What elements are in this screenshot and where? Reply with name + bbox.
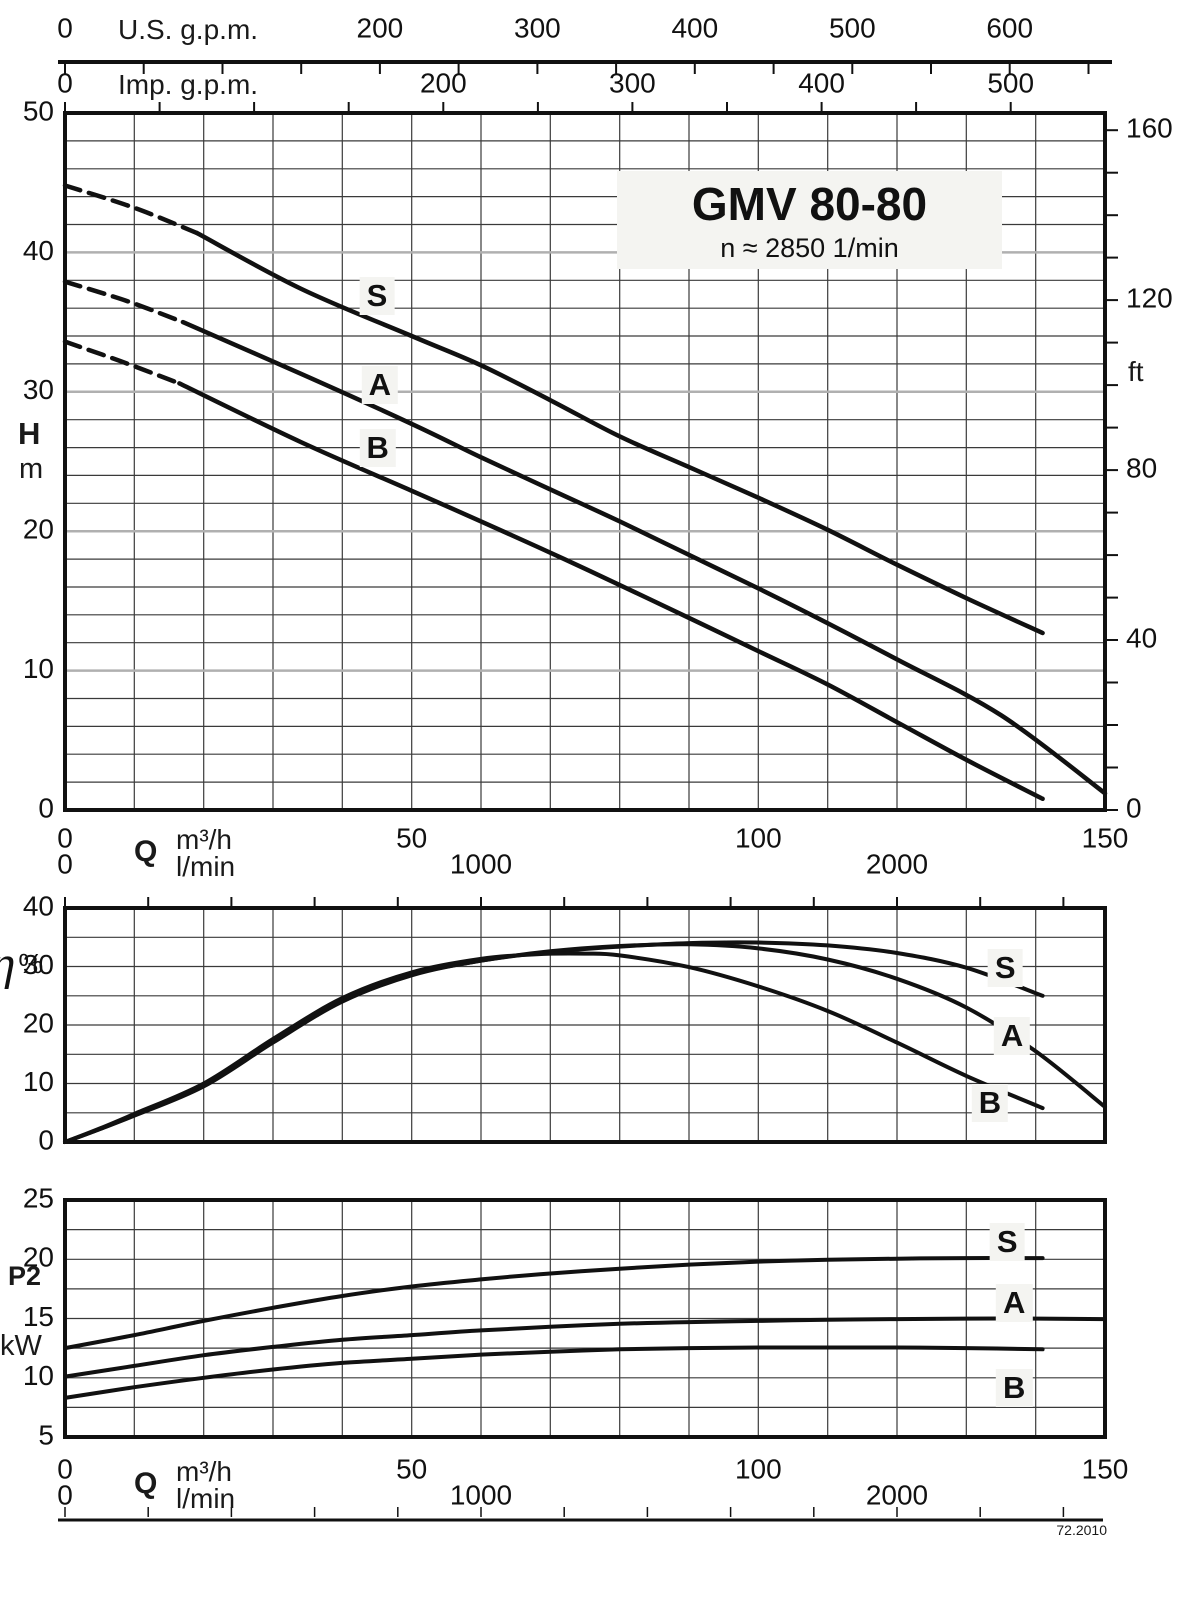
feet-tick-label: 80 bbox=[1126, 452, 1157, 483]
q-lmin-tick-label: 2000 bbox=[866, 848, 928, 879]
curve-label-A-chart1: A bbox=[361, 365, 398, 404]
eta-symbol: η bbox=[0, 944, 14, 988]
curve-B bbox=[177, 381, 1045, 802]
imp-gpm-axis-label: Imp. g.p.m. bbox=[118, 69, 259, 100]
p2-tick-label: 25 bbox=[23, 1182, 54, 1213]
q-lmin-tick-label: 1000 bbox=[450, 848, 512, 879]
p2-tick-label: 20 bbox=[23, 1242, 54, 1273]
eta-tick-label: 30 bbox=[23, 949, 54, 980]
head-m-tick-label: 20 bbox=[23, 514, 54, 545]
eta-tick-label: 0 bbox=[38, 1124, 54, 1155]
q-axis-label-top: Q bbox=[134, 835, 158, 868]
p2-tick-label: 15 bbox=[23, 1301, 54, 1332]
head-m-tick-label: 10 bbox=[23, 653, 54, 684]
curve-B bbox=[63, 1345, 1045, 1400]
us-gpm-tick-label: 600 bbox=[986, 12, 1033, 43]
curve-label-B-chart3: B bbox=[995, 1369, 1033, 1408]
feet-axis-label: ft bbox=[1128, 356, 1144, 387]
head-unit-label: m bbox=[19, 453, 44, 485]
eta-tick-label: 10 bbox=[23, 1066, 54, 1097]
curve-A bbox=[63, 1316, 1107, 1379]
head-m-tick-label: 50 bbox=[23, 95, 54, 126]
head-m-tick-label: 40 bbox=[23, 235, 54, 266]
feet-tick-label: 160 bbox=[1126, 113, 1173, 144]
eta-tick-label: 20 bbox=[23, 1007, 54, 1038]
imp-gpm-tick-label: 400 bbox=[798, 67, 845, 98]
curve-S bbox=[194, 230, 1045, 636]
curve-label-B-chart2: B bbox=[971, 1083, 1009, 1122]
curve-label-A-chart2: A bbox=[993, 1017, 1031, 1056]
feet-tick-label: 120 bbox=[1126, 282, 1173, 313]
pump-speed-subtitle: n ≈ 2850 1/min bbox=[720, 232, 899, 263]
us-gpm-axis-label: U.S. g.p.m. bbox=[118, 14, 259, 45]
lmin-unit-label-bottom: l/min bbox=[176, 1483, 236, 1514]
plot-border-1 bbox=[63, 111, 1107, 812]
curve-S bbox=[63, 1256, 1045, 1351]
m3h-unit-label-bottom: m³/h bbox=[176, 1456, 232, 1487]
head-axis-label: H bbox=[18, 416, 41, 451]
q-m3h-tick-label: 150 bbox=[1082, 822, 1129, 853]
q-lmin-tick-label: 2000 bbox=[866, 1479, 928, 1510]
p2-tick-label: 10 bbox=[23, 1360, 54, 1391]
imp-gpm-tick-label: 500 bbox=[987, 67, 1034, 98]
head-m-tick-label: 30 bbox=[23, 374, 54, 405]
pump-model-title: GMV 80-80 bbox=[691, 177, 928, 230]
curve-S-dashed bbox=[62, 183, 199, 236]
curve-A bbox=[180, 319, 1108, 796]
kw-axis-label: kW bbox=[0, 1330, 42, 1362]
curve-label-B-chart1: B bbox=[359, 428, 396, 467]
q-m3h-tick-label: 0 bbox=[57, 822, 73, 853]
us-gpm-tick-label: 0 bbox=[57, 12, 73, 43]
eta-tick-label: 40 bbox=[23, 890, 54, 921]
curve-label-A-chart3: A bbox=[995, 1284, 1033, 1323]
p2-tick-label: 5 bbox=[38, 1419, 54, 1450]
p2-axis-label: P2 bbox=[8, 1261, 42, 1291]
q-m3h-tick-label: 0 bbox=[57, 1453, 73, 1484]
title-box: GMV 80-80 n ≈ 2850 1/min bbox=[617, 171, 1002, 269]
q-m3h-tick-label: 150 bbox=[1082, 1453, 1129, 1484]
eta-percent: % bbox=[18, 948, 44, 979]
curve-B-dashed bbox=[62, 339, 182, 386]
curve-label-S-chart1: S bbox=[359, 276, 395, 315]
q-lmin-tick-label: 0 bbox=[57, 848, 73, 879]
m3h-unit-label-top: m³/h bbox=[176, 824, 232, 855]
imp-gpm-tick-label: 200 bbox=[420, 67, 467, 98]
document-code: 72.2010 bbox=[1056, 1522, 1107, 1538]
eta-axis-label: η % bbox=[0, 944, 43, 988]
q-m3h-tick-label: 100 bbox=[735, 822, 782, 853]
feet-tick-label: 40 bbox=[1126, 622, 1157, 653]
head-m-tick-label: 0 bbox=[38, 792, 54, 823]
imp-gpm-tick-label: 300 bbox=[609, 67, 656, 98]
lmin-unit-label-top: l/min bbox=[176, 851, 236, 882]
q-m3h-tick-label: 100 bbox=[735, 1453, 782, 1484]
imp-gpm-tick-label: 0 bbox=[57, 67, 73, 98]
q-axis-label-bottom: Q bbox=[134, 1467, 158, 1500]
curve-A-dashed bbox=[62, 279, 186, 325]
plot-border-2 bbox=[63, 906, 1107, 1144]
curve-B bbox=[63, 951, 1045, 1144]
curve-label-S-chart2: S bbox=[987, 949, 1023, 988]
q-m3h-tick-label: 50 bbox=[396, 822, 427, 853]
feet-tick-label: 0 bbox=[1126, 792, 1142, 823]
q-m3h-tick-label: 50 bbox=[396, 1453, 427, 1484]
curve-label-S-chart3: S bbox=[989, 1222, 1025, 1261]
q-lmin-tick-label: 0 bbox=[57, 1479, 73, 1510]
us-gpm-tick-label: 500 bbox=[829, 12, 876, 43]
us-gpm-tick-label: 400 bbox=[671, 12, 718, 43]
us-gpm-tick-label: 300 bbox=[514, 12, 561, 43]
us-gpm-tick-label: 200 bbox=[357, 12, 404, 43]
q-lmin-tick-label: 1000 bbox=[450, 1479, 512, 1510]
